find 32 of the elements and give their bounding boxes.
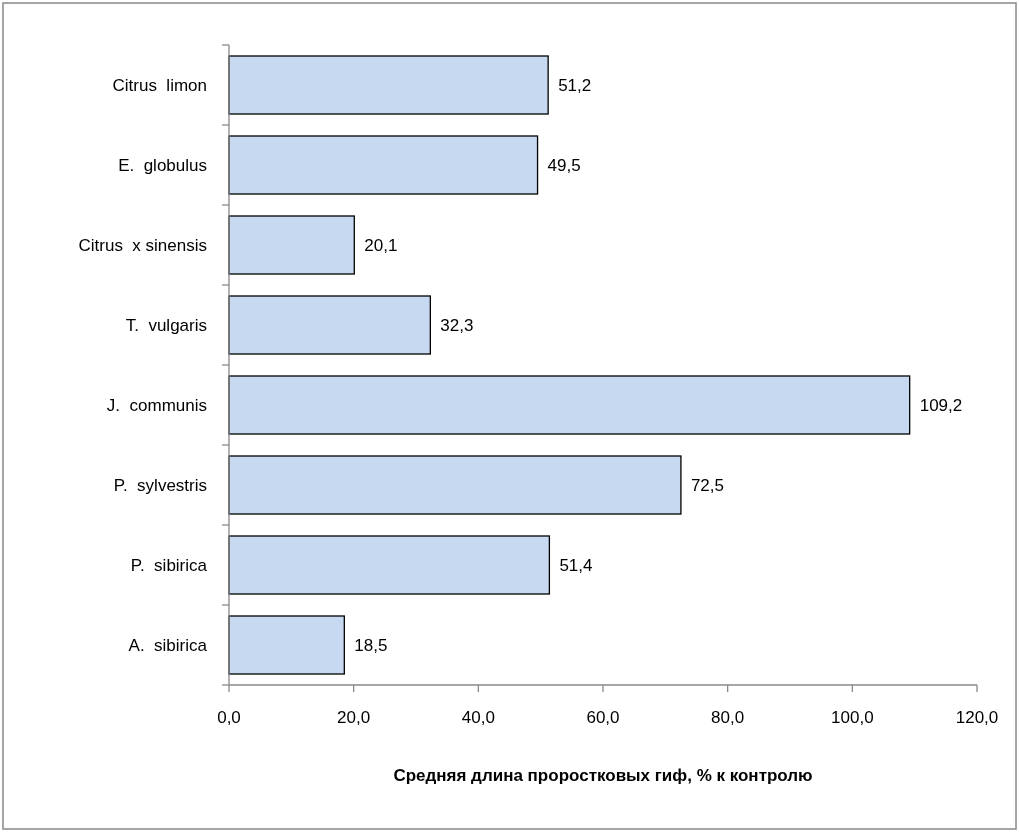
x-tick-label: 0,0 <box>217 708 241 727</box>
x-tick-label: 20,0 <box>337 708 371 727</box>
y-tick-label: P. sylvestris <box>113 475 207 495</box>
y-tick-label: Citrus x sinensis <box>78 235 207 255</box>
y-tick-label: J. communis <box>106 395 207 415</box>
bar <box>228 295 431 355</box>
data-label: 51,4 <box>559 555 593 575</box>
y-tick-label: A. sibirica <box>128 635 208 655</box>
y-tick-label: T. vulgaris <box>125 315 207 335</box>
bar <box>228 135 539 195</box>
y-tick-label: Citrus limon <box>112 75 207 95</box>
data-label: 51,2 <box>558 75 592 95</box>
x-tick-label: 60,0 <box>586 708 620 727</box>
data-label: 72,5 <box>690 475 725 495</box>
x-tick-label: 120,0 <box>955 708 999 727</box>
bar <box>228 535 551 595</box>
y-tick-label: E. globulus <box>118 155 207 175</box>
x-tick-label: 40,0 <box>461 708 495 727</box>
bar <box>228 215 355 275</box>
x-axis-title: Средняя длина проростковых гиф, % к контролю <box>393 766 813 785</box>
bar <box>228 55 549 115</box>
data-label: 32,3 <box>440 315 474 335</box>
x-tick-label: 80,0 <box>711 708 745 727</box>
bar <box>228 455 682 515</box>
data-label: 20,1 <box>364 235 398 255</box>
data-label: 109,2 <box>919 395 963 415</box>
x-tick-label: 100,0 <box>831 708 874 727</box>
data-label: 18,5 <box>354 635 388 655</box>
y-tick-label: P. sibirica <box>130 555 208 575</box>
data-label: 49,5 <box>547 155 581 175</box>
bar <box>228 615 345 675</box>
bar <box>228 375 911 435</box>
